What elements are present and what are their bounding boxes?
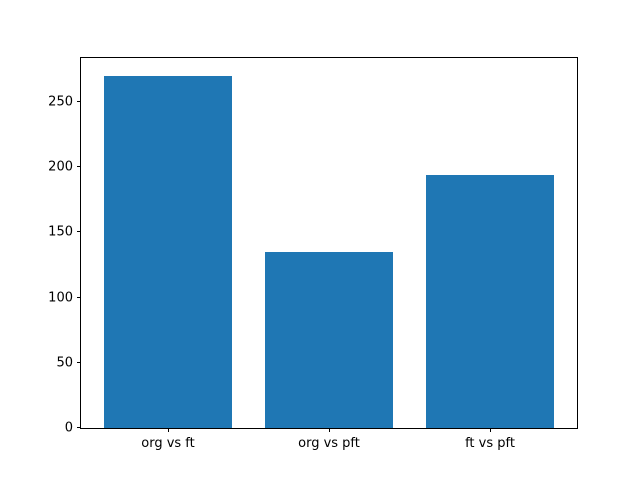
y-tick-label: 200 [48,159,73,175]
x-tick-label: ft vs pft [465,436,515,451]
y-tick-mark [77,100,81,102]
y-tick-mark [77,296,81,298]
x-tick-mark [168,428,169,432]
y-tick-mark [77,166,81,167]
bar-ft-vs-pft [425,174,555,428]
y-tick-mark [77,361,81,363]
x-tick-mark [490,428,491,432]
y-tick-mark [77,427,81,428]
bar-org-vs-ft [103,75,233,428]
y-tick-label: 100 [48,290,73,305]
x-tick-label: org vs pft [298,436,360,451]
y-tick-mark [77,231,81,233]
bar-org-vs-pft [264,251,394,428]
axes: 0 50 100 150 200 250 org vs ft org vs pft ft vs… [48,57,578,450]
y-tick-label: 150 [48,224,73,240]
y-tick-label: 0 [64,420,73,436]
y-tick-label: 250 [48,94,73,110]
x-tick-mark [329,428,330,432]
y-tick-label: 50 [56,355,73,371]
x-tick-label: org vs ft [141,436,195,451]
